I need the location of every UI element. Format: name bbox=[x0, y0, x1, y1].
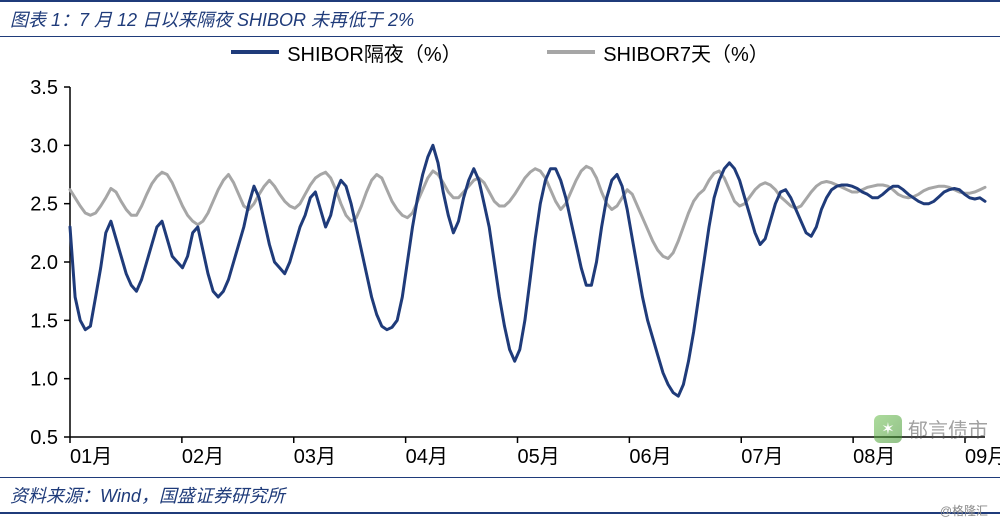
chart-area: SHIBOR隔夜（%） SHIBOR7天（%） 0.5 1.0 1.5 2.0 2.5 3… bbox=[0, 37, 1000, 477]
svg-text:3.5: 3.5 bbox=[30, 77, 58, 99]
svg-text:08月: 08月 bbox=[853, 446, 895, 468]
svg-text:03月: 03月 bbox=[294, 446, 336, 468]
svg-text:04月: 04月 bbox=[406, 446, 448, 468]
svg-text:02月: 02月 bbox=[182, 446, 224, 468]
watermark-small: @格隆汇 bbox=[940, 502, 988, 519]
watermark-brand: ✶ 郁言债市 bbox=[874, 414, 988, 443]
chart-title-bar: 图表 1：7 月 12 日以来隔夜 SHIBOR 未再低于 2% bbox=[0, 0, 1000, 37]
source-text: 资料来源：Wind，国盛证券研究所 bbox=[10, 486, 285, 506]
svg-text:0.5: 0.5 bbox=[30, 427, 58, 449]
svg-text:1.5: 1.5 bbox=[30, 310, 58, 332]
svg-text:1.0: 1.0 bbox=[30, 369, 58, 391]
svg-text:2.0: 2.0 bbox=[30, 252, 58, 274]
legend: SHIBOR隔夜（%） SHIBOR7天（%） bbox=[0, 37, 1000, 67]
svg-text:3.0: 3.0 bbox=[30, 135, 58, 157]
legend-item-overnight: SHIBOR隔夜（%） bbox=[231, 38, 461, 67]
legend-swatch-7day bbox=[547, 50, 595, 54]
legend-label-7day: SHIBOR7天（%） bbox=[603, 38, 769, 67]
svg-text:2.5: 2.5 bbox=[30, 194, 58, 216]
svg-text:01月: 01月 bbox=[70, 446, 112, 468]
legend-swatch-overnight bbox=[231, 50, 279, 54]
wechat-icon: ✶ bbox=[874, 415, 902, 443]
source-bar: 资料来源：Wind，国盛证券研究所 bbox=[0, 477, 1000, 514]
line-chart-svg: 0.5 1.0 1.5 2.0 2.5 3.0 3.5 01月 02月 03月 04月 05月 06月 0… bbox=[0, 37, 1000, 477]
chart-title: 图表 1：7 月 12 日以来隔夜 SHIBOR 未再低于 2% bbox=[10, 10, 414, 30]
svg-text:09月: 09月 bbox=[965, 446, 1000, 468]
legend-item-7day: SHIBOR7天（%） bbox=[547, 38, 769, 67]
svg-text:06月: 06月 bbox=[629, 446, 671, 468]
svg-text:07月: 07月 bbox=[741, 446, 783, 468]
legend-label-overnight: SHIBOR隔夜（%） bbox=[287, 38, 461, 67]
watermark-brand-text: 郁言债市 bbox=[908, 414, 988, 443]
svg-text:05月: 05月 bbox=[518, 446, 560, 468]
